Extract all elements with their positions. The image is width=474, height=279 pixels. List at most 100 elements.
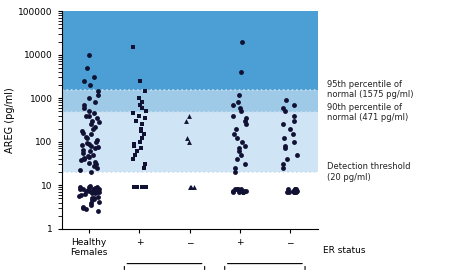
Point	[235, 188, 242, 193]
Point	[139, 185, 147, 189]
Point	[90, 188, 97, 193]
Point	[89, 198, 96, 203]
Point	[292, 187, 299, 192]
Point	[131, 141, 138, 146]
Point	[82, 134, 89, 139]
Point	[80, 103, 88, 107]
Bar	[62, 172, 318, 229]
Point	[76, 168, 84, 173]
Point	[138, 122, 146, 127]
Point	[137, 146, 145, 151]
Text: 95th percentile of
normal (1575 pg/ml): 95th percentile of normal (1575 pg/ml)	[327, 80, 413, 99]
Point	[85, 155, 92, 159]
Text: Detection threshold
(20 pg/ml): Detection threshold (20 pg/ml)	[327, 162, 410, 182]
Point	[81, 156, 88, 160]
Point	[141, 162, 149, 167]
Point	[82, 188, 90, 193]
Point	[183, 136, 191, 141]
Point	[87, 203, 94, 207]
Point	[230, 113, 237, 118]
Point	[86, 184, 93, 188]
Point	[82, 192, 89, 196]
Point	[142, 88, 149, 93]
Point	[240, 188, 247, 193]
Point	[79, 151, 87, 155]
Point	[283, 190, 291, 194]
Point	[91, 186, 99, 191]
Point	[78, 128, 85, 133]
Point	[142, 109, 150, 114]
Point	[91, 159, 99, 164]
Point	[87, 132, 94, 136]
Point	[290, 190, 298, 194]
Point	[78, 143, 86, 147]
Point	[93, 166, 101, 170]
Point	[91, 125, 99, 129]
Point	[79, 206, 87, 210]
Point	[293, 188, 301, 193]
Point	[83, 136, 91, 141]
Point	[76, 185, 83, 189]
Point	[290, 119, 298, 123]
Point	[136, 103, 144, 107]
Point	[81, 79, 88, 83]
Point	[94, 93, 101, 97]
Point	[85, 96, 93, 100]
Point	[79, 148, 86, 152]
Point	[91, 187, 99, 192]
Point	[134, 185, 141, 189]
Point	[77, 158, 85, 162]
Point	[130, 144, 137, 148]
Point	[234, 100, 242, 105]
Point	[90, 111, 97, 116]
Point	[290, 103, 298, 107]
Point	[229, 103, 237, 107]
Point	[138, 106, 146, 110]
Point	[91, 195, 98, 200]
Point	[229, 190, 237, 194]
Point	[292, 187, 299, 192]
Point	[89, 187, 97, 192]
Point	[142, 185, 149, 189]
Point	[85, 185, 93, 189]
Point	[230, 132, 237, 136]
Point	[237, 109, 245, 114]
Point	[87, 122, 94, 127]
Point	[92, 162, 100, 167]
Point	[86, 83, 94, 87]
Point	[292, 187, 300, 192]
Point	[90, 75, 98, 80]
Point	[80, 205, 87, 209]
Text: 90th percentile of
normal (471 pg/ml): 90th percentile of normal (471 pg/ml)	[327, 103, 408, 122]
Point	[95, 120, 102, 124]
Point	[280, 136, 288, 141]
Point	[293, 153, 301, 157]
Y-axis label: AREG (pg/ml): AREG (pg/ml)	[5, 87, 15, 153]
Point	[129, 157, 137, 161]
Point	[237, 187, 245, 192]
Point	[88, 119, 96, 123]
Point	[138, 100, 146, 105]
Point	[281, 146, 289, 151]
Point	[236, 190, 243, 194]
Point	[279, 162, 287, 167]
Point	[80, 157, 87, 161]
Point	[93, 116, 101, 120]
Point	[90, 188, 98, 192]
Point	[131, 153, 139, 157]
Point	[93, 185, 101, 189]
Point	[129, 45, 137, 49]
Point	[290, 140, 297, 144]
Point	[76, 187, 83, 191]
Point	[186, 113, 193, 118]
Point	[133, 185, 141, 189]
Point	[136, 96, 143, 100]
Point	[231, 187, 239, 192]
Bar	[62, 90, 318, 112]
Point	[236, 149, 243, 154]
Point	[281, 109, 289, 114]
Point	[241, 162, 249, 167]
Point	[239, 190, 247, 194]
Point	[138, 136, 146, 141]
Point	[286, 126, 293, 131]
